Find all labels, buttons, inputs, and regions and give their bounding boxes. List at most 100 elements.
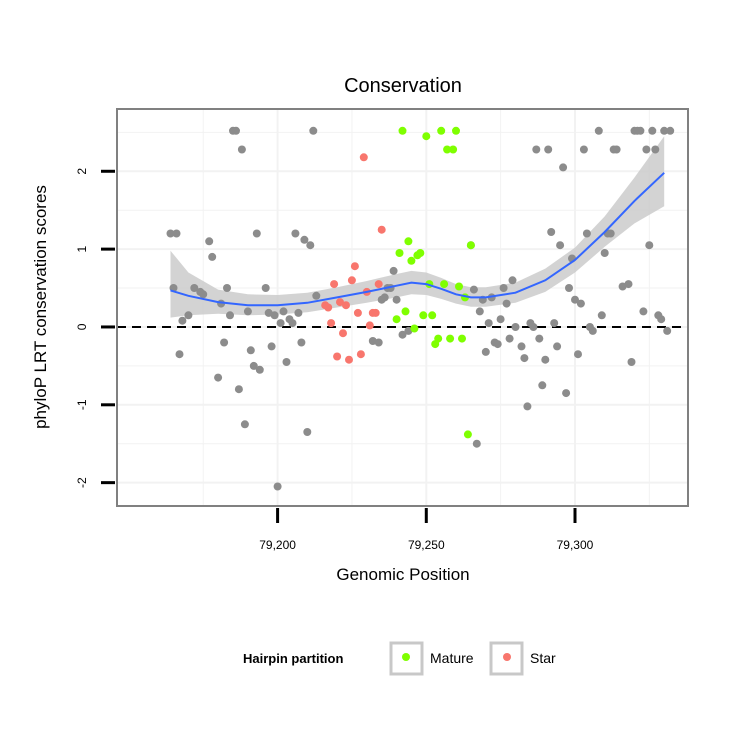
point-other [600,249,609,257]
point-other [648,126,657,135]
point-mature [419,311,428,320]
point-star [336,298,344,307]
point-mature [466,241,475,250]
point-star [371,308,380,317]
point-other [389,266,398,275]
point-other [404,326,413,335]
point-other [261,284,270,292]
point-other [288,319,297,328]
point-other [547,228,556,236]
y-tick-label: -1 [75,399,89,410]
point-other [469,285,478,294]
point-star [353,308,362,317]
point-other [553,342,562,351]
data-points [166,126,675,491]
y-tick-label: 0 [75,323,89,330]
plot-border [116,108,689,507]
x-axis: 79,200 79,250 79,300 [259,508,594,552]
point-other [484,319,493,328]
point-other [627,358,636,366]
point-other [496,315,505,324]
smooth-line-layer [170,172,665,307]
point-mature [401,307,410,316]
point-other [574,350,582,359]
x-tick-label: 79,300 [557,538,594,552]
point-other [657,315,666,324]
point-other [520,354,529,363]
point-other [184,311,193,320]
point-other [199,290,208,299]
point-other [291,229,300,238]
point-star [324,303,333,312]
point-other [240,420,249,429]
point-other [237,145,246,154]
point-other [588,326,597,335]
point-other [481,347,490,356]
x-tick-label: 79,250 [408,538,445,552]
point-other [380,293,389,302]
point-other [538,381,547,390]
point-other [550,319,559,328]
point-other [309,126,318,135]
point-mature [455,282,463,291]
point-other [541,355,550,364]
point-other [579,145,588,154]
point-star [345,355,353,364]
point-mature [446,334,455,343]
point-other [276,319,285,328]
point-other [639,307,648,316]
point-other [606,229,615,238]
confidence-ribbon [170,136,665,318]
point-other [565,284,573,292]
point-other [190,284,199,292]
point-star [330,280,339,289]
x-axis-label: Genomic Position [336,565,469,584]
point-mature [392,315,401,324]
legend-title: Hairpin partition [243,651,343,666]
point-other [571,295,579,304]
y-axis: -2 -1 0 1 2 [75,168,115,488]
point-mature [398,126,407,135]
point-star [350,262,359,271]
point-mature [404,237,413,246]
point-other [166,229,175,238]
point-mature [458,334,466,343]
point-other [392,295,401,304]
point-other [255,365,264,374]
point-star [327,319,336,328]
point-other [267,342,276,351]
legend-label-star: Star [530,650,556,666]
point-other [663,326,672,335]
point-other [273,482,282,491]
point-other [303,428,312,436]
point-other [172,229,181,238]
legend-swatch-mature [402,653,410,661]
point-star [342,301,350,310]
point-other [475,307,484,316]
point-other [223,284,231,292]
point-other [493,340,502,349]
point-other [232,126,240,135]
y-tick-label: 2 [75,168,89,175]
point-other [562,389,571,398]
point-star [356,350,365,359]
point-other [645,241,654,250]
point-other [306,241,315,250]
point-other [205,237,214,246]
point-other [535,334,544,343]
point-star [374,280,383,289]
y-axis-label: phyloP LRT conservation scores [31,185,50,429]
point-mature [437,126,446,135]
point-mature [407,256,416,265]
point-other [279,307,288,316]
point-other [517,342,526,351]
point-other [594,126,603,135]
point-mature [416,249,425,257]
point-mature [410,324,419,333]
point-mature [463,430,472,439]
point-other [505,334,514,343]
point-other [624,280,633,289]
point-other [529,323,538,331]
point-other [576,299,585,308]
